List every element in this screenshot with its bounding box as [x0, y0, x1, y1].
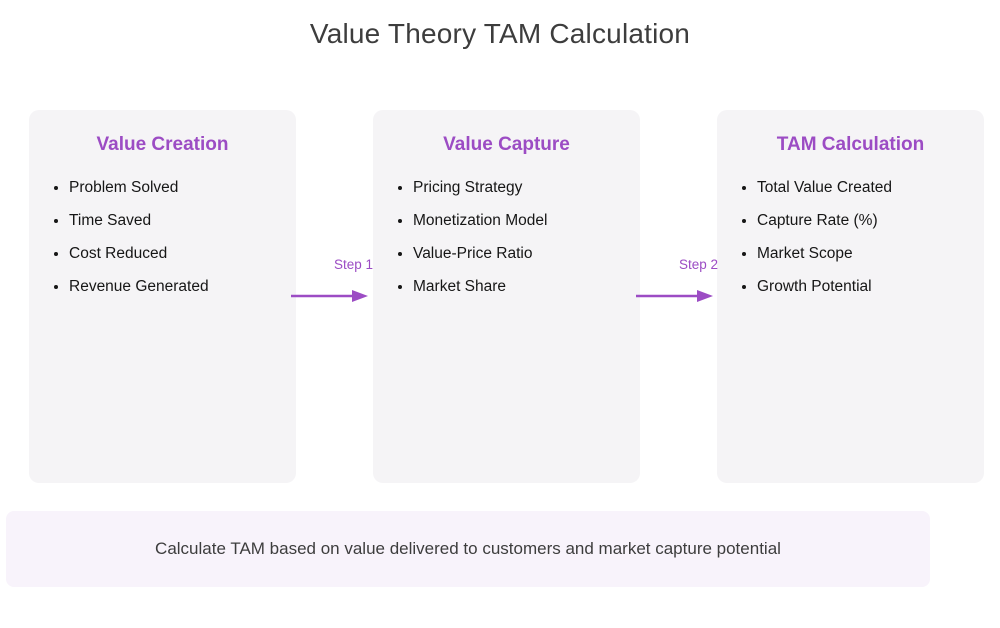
list-item: Monetization Model: [413, 210, 626, 231]
summary-banner: Calculate TAM based on value delivered t…: [6, 511, 930, 587]
step-1-arrow-icon: [291, 290, 368, 302]
box-heading-value-capture: Value Capture: [443, 134, 570, 155]
list-item: Value-Price Ratio: [413, 243, 626, 264]
box-list-tam-calculation: Total Value Created Capture Rate (%) Mar…: [717, 177, 984, 297]
box-list-value-creation: Problem Solved Time Saved Cost Reduced R…: [29, 177, 296, 297]
list-item: Problem Solved: [69, 177, 282, 198]
box-list-value-capture: Pricing Strategy Monetization Model Valu…: [373, 177, 640, 297]
list-item: Cost Reduced: [69, 243, 282, 264]
step-2-arrow-icon: [636, 290, 713, 302]
list-item: Total Value Created: [757, 177, 970, 198]
list-item: Market Share: [413, 276, 626, 297]
box-heading-tam-calculation: TAM Calculation: [776, 134, 925, 155]
step-1-label: Step 1: [334, 257, 374, 272]
box-heading-value-creation: Value Creation: [96, 134, 229, 155]
list-item: Pricing Strategy: [413, 177, 626, 198]
list-item: Capture Rate (%): [757, 210, 970, 231]
list-item: Growth Potential: [757, 276, 970, 297]
step-2-label: Step 2: [679, 257, 719, 272]
list-item: Revenue Generated: [69, 276, 282, 297]
box-tam-calculation: TAM Calculation Total Value Created Capt…: [717, 110, 984, 483]
box-value-creation: Value Creation Problem Solved Time Saved…: [29, 110, 296, 483]
box-value-capture: Value Capture Pricing Strategy Monetizat…: [373, 110, 640, 483]
page-title: Value Theory TAM Calculation: [309, 18, 691, 49]
list-item: Time Saved: [69, 210, 282, 231]
list-item: Market Scope: [757, 243, 970, 264]
summary-banner-text: Calculate TAM based on value delivered t…: [155, 539, 781, 558]
